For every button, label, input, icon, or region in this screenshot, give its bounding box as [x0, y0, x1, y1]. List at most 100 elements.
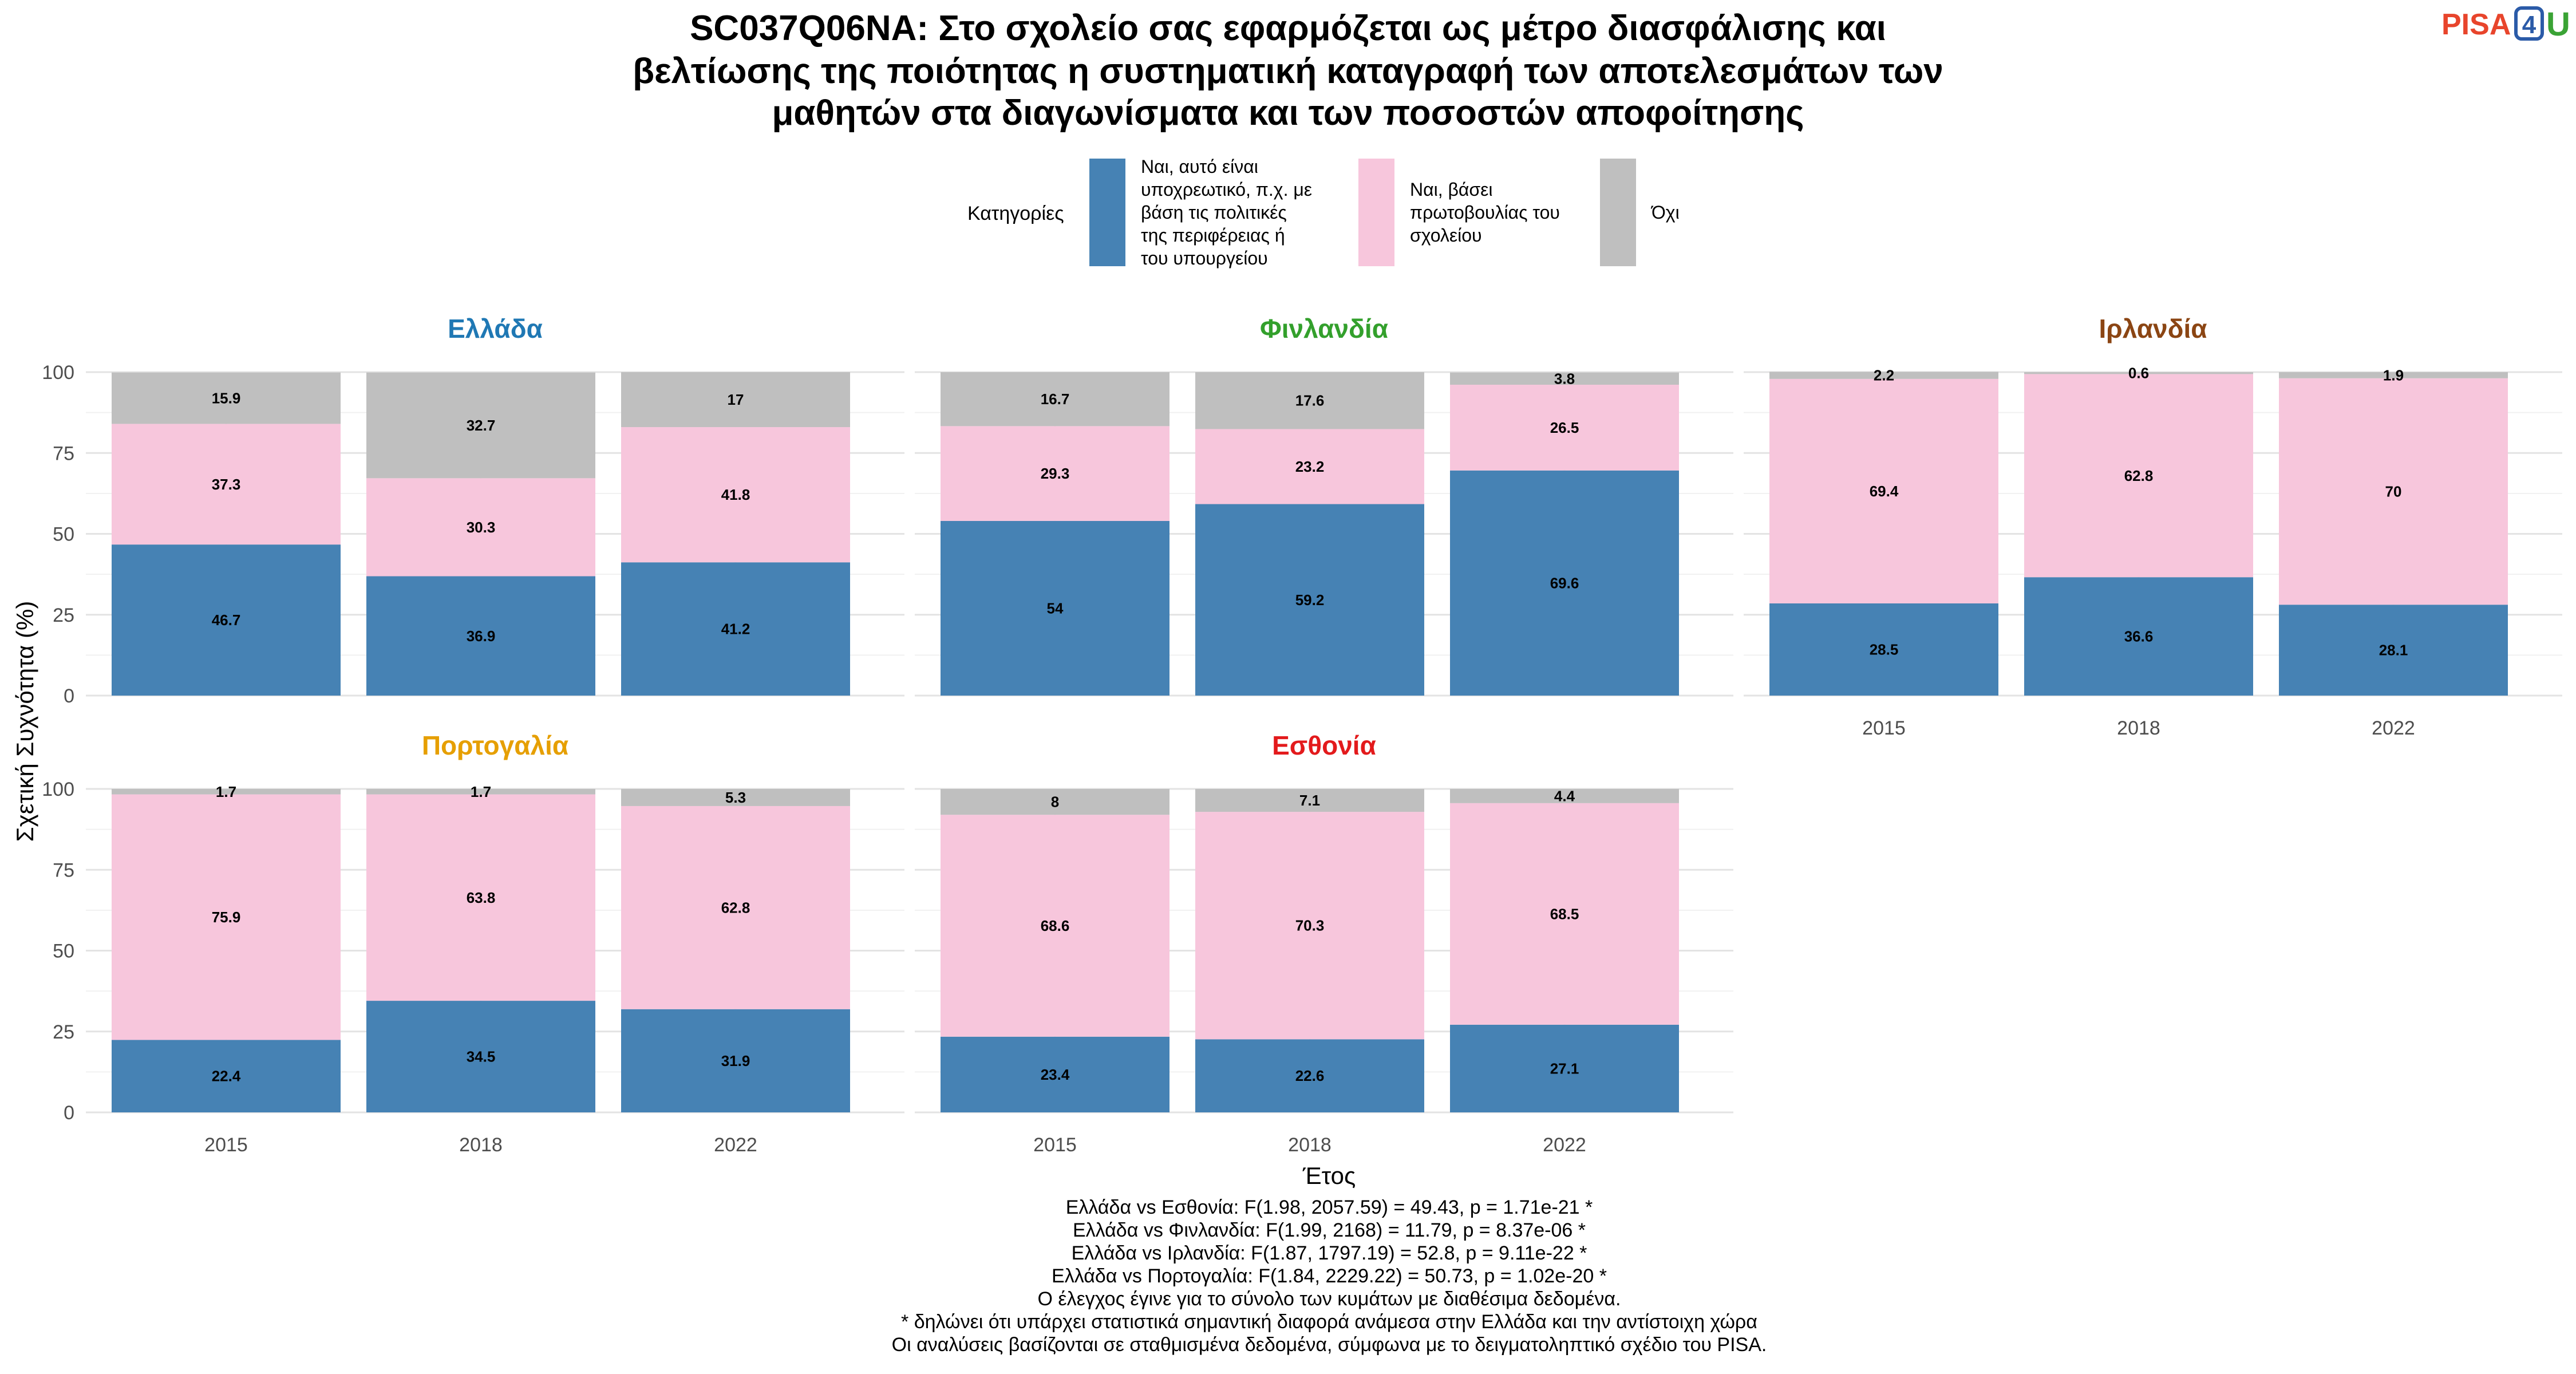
data-label: 29.3 [1041, 465, 1070, 482]
data-label: 63.8 [467, 889, 496, 906]
panel-title: Φινλανδία [1260, 314, 1388, 344]
legend-label-1: βάση τις πολιτικές [1141, 202, 1287, 223]
data-label: 7.1 [1299, 792, 1320, 809]
data-label: 23.4 [1041, 1066, 1070, 1083]
data-label: 70.3 [1295, 917, 1325, 934]
legend-label-1: Ναι, αυτό είναι [1141, 156, 1258, 177]
data-label: 62.8 [2124, 467, 2154, 484]
data-label: 62.8 [721, 899, 750, 916]
bar-segment [941, 520, 1170, 696]
bar-segment [1195, 504, 1424, 696]
panel-title: Ελλάδα [448, 314, 543, 344]
panel-title: Εσθονία [1272, 731, 1376, 760]
data-label: 31.9 [721, 1052, 750, 1069]
bar-segment [941, 789, 1170, 815]
bar-segment [941, 426, 1170, 521]
data-label: 34.5 [467, 1048, 496, 1065]
bar-segment [1769, 603, 1998, 696]
data-label: 17.6 [1295, 392, 1325, 409]
data-label: 1.7 [471, 783, 491, 800]
data-label: 59.2 [1295, 591, 1325, 609]
data-label: 41.8 [721, 486, 750, 503]
data-label: 5.3 [725, 789, 746, 806]
bar-segment [366, 576, 595, 696]
data-label: 1.7 [216, 783, 236, 800]
panel-3: Ιρλανδία 28.5 69.4 2.2 36.6 62.8 0.6 28.1 70 1.9 2… [1744, 314, 2562, 739]
y-tick-label: 50 [53, 941, 74, 962]
data-label: 22.6 [1295, 1067, 1325, 1084]
y-tick-label: 75 [53, 443, 74, 464]
x-tick-label: 2015 [204, 1134, 248, 1156]
data-label: 30.3 [467, 519, 496, 536]
bar-segment [366, 1001, 595, 1112]
y-tick-label: 50 [53, 524, 74, 546]
bar-segment [2279, 372, 2508, 378]
data-label: 8 [1051, 793, 1059, 811]
legend-label-2: Ναι, βάσει [1410, 179, 1493, 200]
data-label: 70 [2385, 483, 2402, 500]
bar-segment [941, 815, 1170, 1037]
data-label: 3.8 [1554, 370, 1575, 387]
bar-segment [621, 372, 850, 428]
bar-segment [2279, 605, 2508, 696]
panel-5: Εσθονία 23.4 68.6 8 22.6 70.3 7.1 27.1 68.5 4.4 20… [915, 731, 1733, 1156]
bar-segment [1195, 789, 1424, 812]
y-tick-label: 0 [64, 1102, 74, 1124]
y-tick-label: 25 [53, 1021, 74, 1043]
data-label: 68.6 [1041, 917, 1070, 934]
data-label: 36.6 [2124, 628, 2154, 645]
legend-label-1: της περιφέρειας ή [1141, 225, 1285, 246]
footnote-line: Ελλάδα vs Πορτογαλία: F(1.84, 2229.22) =… [1052, 1265, 1607, 1287]
legend-key-3 [1600, 159, 1636, 266]
logo-four-text: 4 [2522, 11, 2537, 39]
x-tick-label: 2018 [1288, 1134, 1332, 1156]
panel-4: Πορτογαλία 0 25 50 75 100 22.4 75.9 1.7 34.5 63.8 1… [42, 731, 904, 1156]
data-label: 69.4 [1870, 483, 1899, 500]
bar-segment [621, 427, 850, 563]
legend-label-1: του υπουργείου [1141, 248, 1268, 269]
data-label: 54 [1047, 599, 1064, 617]
bar-segment [1450, 470, 1679, 696]
data-label: 15.9 [212, 389, 241, 406]
footnotes: Ελλάδα vs Εσθονία: F(1.98, 2057.59) = 49… [892, 1197, 1767, 1356]
data-label: 28.5 [1870, 641, 1899, 658]
data-label: 32.7 [467, 417, 496, 434]
bar-segment [941, 372, 1170, 427]
panel-title: Πορτογαλία [422, 731, 568, 760]
data-label: 22.4 [212, 1068, 241, 1085]
chart-title: SC037Q06NA: Στο σχολείο σας εφαρμόζεται … [633, 9, 1943, 133]
legend-title: Κατηγορίες [967, 203, 1064, 224]
x-tick-label: 2015 [1033, 1134, 1077, 1156]
bar-segment [112, 424, 341, 545]
data-label: 2.2 [1874, 367, 1894, 384]
legend-label-2: πρωτοβουλίας του [1410, 202, 1560, 223]
data-label: 23.2 [1295, 458, 1325, 475]
bar-segment [621, 789, 850, 806]
y-tick-label: 100 [42, 779, 74, 800]
logo-four-box [2514, 6, 2544, 41]
y-tick-label: 75 [53, 859, 74, 881]
footnote-line: Ελλάδα vs Εσθονία: F(1.98, 2057.59) = 49… [1066, 1197, 1593, 1218]
bar-segment [1195, 372, 1424, 429]
pisa4u-logo: PISA 4 U [2441, 6, 2570, 43]
bar-segment [112, 794, 341, 1040]
footnote-line: Ελλάδα vs Φινλανδία: F(1.99, 2168) = 11.… [1073, 1219, 1586, 1241]
x-tick-label: 2018 [2117, 717, 2160, 739]
title-line-1: SC037Q06NA: Στο σχολείο σας εφαρμόζεται … [690, 9, 1886, 48]
y-axis-title: Σχετική Συχνότητα (%) [11, 601, 38, 842]
data-label: 16.7 [1041, 390, 1070, 408]
x-tick-label: 2022 [2372, 717, 2415, 739]
footnote-line: Ο έλεγχος έγινε για το σύνολο των κυμάτω… [1038, 1288, 1621, 1310]
panel-title: Ιρλανδία [2099, 314, 2207, 344]
data-label: 36.9 [467, 627, 496, 645]
bar-segment [1195, 1039, 1424, 1112]
x-axis-title: Έτος [1302, 1162, 1356, 1189]
bar-segment [1195, 429, 1424, 504]
chart-panels: Ελλάδα 0 25 50 75 100 46.7 37.3 15.9 36.9 30.3 32.7… [42, 314, 2562, 1156]
legend-key-2 [1358, 159, 1394, 266]
bar-segment [1450, 803, 1679, 1025]
data-label: 69.6 [1550, 574, 1579, 591]
data-label: 26.5 [1550, 419, 1579, 436]
